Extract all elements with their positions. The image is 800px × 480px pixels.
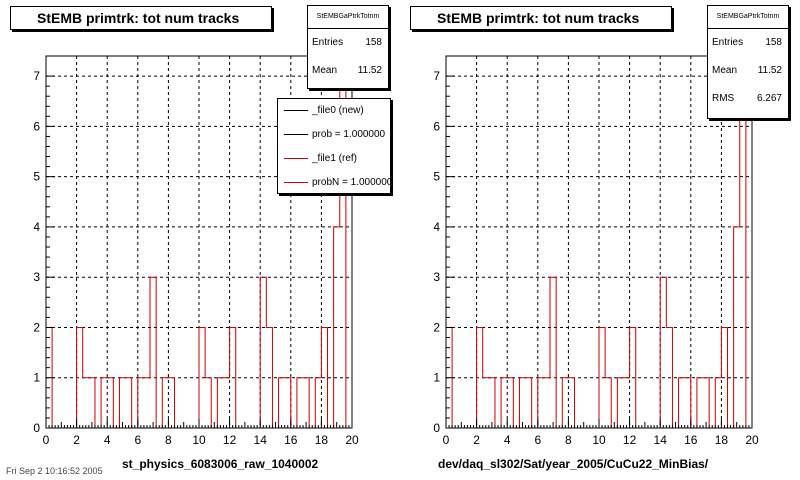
left-chart-title: StEMB primtrk: tot num tracks [10, 6, 272, 30]
right-x-tick-label: 0 [443, 433, 450, 447]
right-x-tick-label: 2 [473, 433, 480, 447]
left-x-tick-label: 16 [284, 433, 298, 447]
right-y-tick-label: 3 [433, 270, 440, 284]
right-chart-title: StEMB primtrk: tot num tracks [410, 6, 672, 30]
left-x-tick-label: 10 [192, 433, 206, 447]
right-stats-header: StEMBGaPtrkTotnm [708, 6, 788, 29]
left-x-tick-label: 14 [254, 433, 268, 447]
legend-label-prob: prob = 1.000000 [312, 129, 386, 140]
right-stats-box: StEMBGaPtrkTotnm Entries 158 Mean 11.52 … [707, 5, 789, 119]
left-x-tick-label: 18 [315, 433, 329, 447]
legend-label-probn: probN = 1.000000 [312, 177, 391, 188]
left-y-tick-label: 6 [33, 119, 40, 133]
left-stats-entries: Entries 158 [308, 29, 388, 57]
left-y-tick-label: 5 [33, 170, 40, 184]
right-mean-value: 11.52 [757, 65, 782, 76]
left-mean-value: 11.52 [357, 65, 382, 76]
left-entries-value: 158 [365, 37, 382, 48]
left-x-tick-label: 2 [73, 433, 80, 447]
right-x-tick-label: 6 [534, 433, 541, 447]
left-y-tick-label: 3 [33, 270, 40, 284]
left-y-tick-label: 1 [33, 371, 40, 385]
left-legend: _file0 (new) prob = 1.000000 _file1 (ref… [277, 98, 391, 194]
legend-item-prob: prob = 1.000000 [278, 123, 390, 147]
right-x-tick-label: 12 [623, 433, 637, 447]
right-y-tick-label: 7 [433, 69, 440, 83]
left-mean-label: Mean [312, 65, 338, 76]
left-x-tick-label: 6 [134, 433, 141, 447]
legend-item-file1: _file1 (ref) [278, 147, 390, 171]
left-x-tick-label: 20 [345, 433, 359, 447]
right-y-tick-label: 0 [433, 421, 440, 435]
left-y-tick-label: 2 [33, 320, 40, 334]
right-x-tick-label: 18 [715, 433, 729, 447]
right-y-tick-label: 2 [433, 320, 440, 334]
left-x-tick-label: 8 [165, 433, 172, 447]
legend-swatch-red [284, 182, 308, 183]
right-y-tick-label: 5 [433, 170, 440, 184]
right-x-tick-label: 16 [684, 433, 698, 447]
left-x-tick-label: 0 [43, 433, 50, 447]
timestamp-footer: Fri Sep 2 10:16:52 2005 [6, 466, 103, 476]
left-stats-header: StEMBGaPtrkTotnm [308, 6, 388, 29]
right-rms-label: RMS [712, 93, 735, 104]
legend-swatch-black [284, 110, 308, 111]
left-entries-label: Entries [312, 37, 344, 48]
legend-swatch-red [284, 158, 308, 159]
right-entries-value: 158 [765, 37, 782, 48]
right-entries-label: Entries [712, 37, 744, 48]
left-stats-mean: Mean 11.52 [308, 57, 388, 85]
legend-item-probn: probN = 1.000000 [278, 171, 391, 193]
right-stats-mean: Mean 11.52 [708, 57, 788, 85]
legend-item-file0: _file0 (new) [278, 99, 390, 123]
right-y-tick-label: 1 [433, 371, 440, 385]
legend-label-file1: _file1 (ref) [312, 153, 358, 164]
legend-label-file0: _file0 (new) [312, 105, 364, 116]
legend-swatch-black [284, 134, 308, 135]
left-x-tick-label: 12 [223, 433, 237, 447]
right-rms-value: 6.267 [756, 93, 782, 104]
right-y-tick-label: 4 [433, 220, 440, 234]
right-mean-label: Mean [712, 65, 738, 76]
left-title-text: StEMB primtrk: tot num tracks [37, 10, 240, 26]
right-title-text: StEMB primtrk: tot num tracks [437, 10, 640, 26]
right-x-tick-label: 14 [654, 433, 668, 447]
left-x-tick-label: 4 [104, 433, 111, 447]
left-x-axis-label: st_physics_6083006_raw_1040002 [122, 457, 319, 471]
right-x-tick-label: 10 [592, 433, 606, 447]
left-stats-box: StEMBGaPtrkTotnm Entries 158 Mean 11.52 [307, 5, 389, 89]
right-x-tick-label: 20 [745, 433, 759, 447]
left-y-tick-label: 7 [33, 69, 40, 83]
left-y-tick-label: 4 [33, 220, 40, 234]
left-y-tick-label: 0 [33, 421, 40, 435]
right-stats-entries: Entries 158 [708, 29, 788, 57]
right-x-tick-label: 8 [565, 433, 572, 447]
right-x-tick-label: 4 [504, 433, 511, 447]
right-stats-rms: RMS 6.267 [708, 85, 788, 113]
right-y-tick-label: 6 [433, 119, 440, 133]
right-x-axis-label: dev/daq_sl302/Sat/year_2005/CuCu22_MinBi… [438, 457, 709, 471]
